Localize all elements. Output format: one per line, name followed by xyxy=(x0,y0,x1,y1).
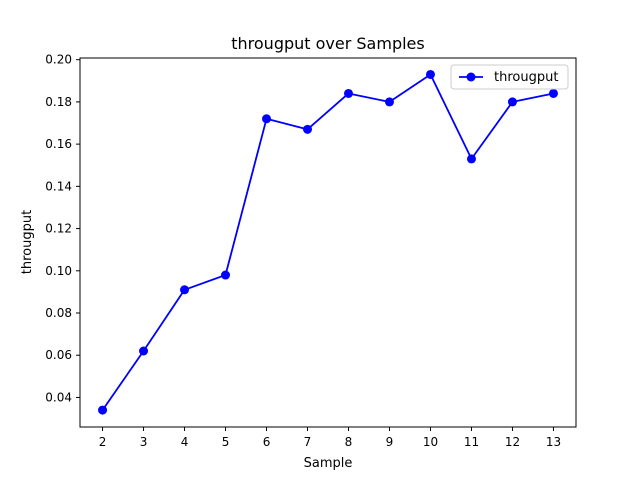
x-tick-label: 3 xyxy=(140,435,148,449)
x-tick-label: 6 xyxy=(263,435,271,449)
y-axis: 0.04 0.06 0.08 0.10 0.12 0.14 0.16 0.18 0.20 xyxy=(45,53,80,404)
series-line xyxy=(101,73,554,411)
legend: througput xyxy=(450,64,569,90)
legend-entry-label: througput xyxy=(494,70,558,85)
y-tick-label: 0.14 xyxy=(45,179,72,193)
legend-marker xyxy=(466,72,476,82)
y-tick-label: 0.12 xyxy=(45,222,72,236)
y-axis-label: througput xyxy=(20,210,35,274)
x-tick-label: 7 xyxy=(304,435,312,449)
y-tick-label: 0.16 xyxy=(45,137,72,151)
data-point xyxy=(466,154,476,164)
plot-area xyxy=(80,58,576,427)
data-point xyxy=(98,405,108,415)
data-point xyxy=(262,114,272,124)
x-tick-label: 9 xyxy=(386,435,394,449)
x-axis-label: Sample xyxy=(304,456,353,471)
data-point xyxy=(303,124,313,134)
y-tick-label: 0.18 xyxy=(45,95,72,109)
x-tick-label: 4 xyxy=(181,435,189,449)
x-tick-label: 8 xyxy=(345,435,353,449)
y-tick-label: 0.20 xyxy=(45,53,72,67)
data-point xyxy=(548,88,558,98)
data-point xyxy=(425,69,435,79)
x-axis: 2 3 4 5 6 7 8 9 10 11 12 13 xyxy=(99,427,561,449)
y-tick-label: 0.06 xyxy=(45,348,72,362)
x-tick-label: 11 xyxy=(464,435,479,449)
legend-box xyxy=(450,64,569,90)
data-point xyxy=(139,346,149,356)
x-tick-label: 2 xyxy=(99,435,107,449)
x-tick-label: 12 xyxy=(505,435,520,449)
y-tick-label: 0.10 xyxy=(45,264,72,278)
x-tick-label: 10 xyxy=(423,435,438,449)
data-point xyxy=(221,270,231,280)
y-tick-label: 0.04 xyxy=(45,390,72,404)
x-tick-label: 5 xyxy=(222,435,230,449)
plot-background xyxy=(80,58,576,427)
x-tick-label: 13 xyxy=(546,435,561,449)
series-layer xyxy=(98,69,558,415)
data-point xyxy=(384,97,394,107)
y-tick-label: 0.08 xyxy=(45,306,72,320)
plot-frame xyxy=(79,57,577,428)
chart-title: througput over Samples xyxy=(231,34,424,53)
data-point xyxy=(180,285,190,295)
data-point xyxy=(343,88,353,98)
data-point xyxy=(507,97,517,107)
